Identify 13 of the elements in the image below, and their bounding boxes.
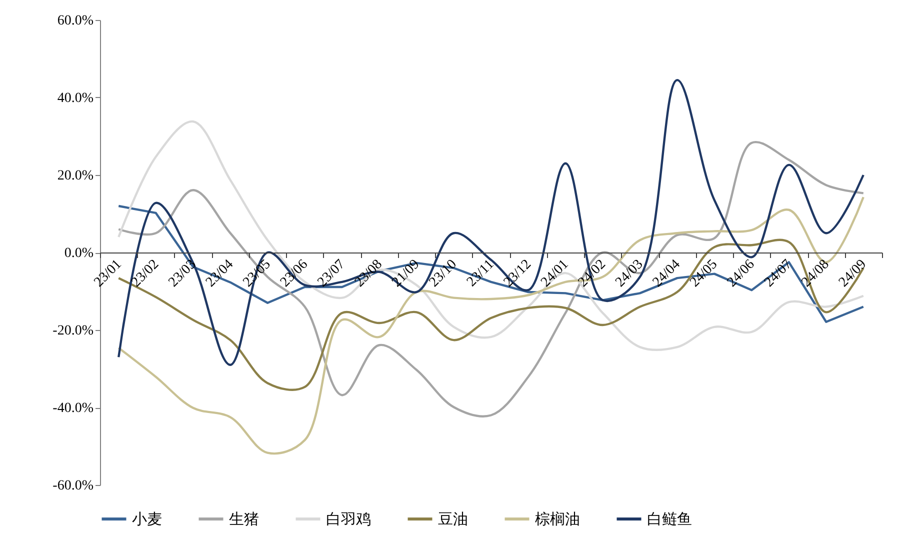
y-tick-label: -60.0% bbox=[52, 478, 94, 494]
y-tick-label: -40.0% bbox=[52, 401, 94, 416]
legend-label: 小麦 bbox=[132, 510, 162, 528]
legend-label: 白羽鸡 bbox=[326, 510, 371, 528]
legend-label: 棕榈油 bbox=[535, 510, 580, 528]
y-tick-label: 20.0% bbox=[57, 168, 94, 184]
legend-label: 豆油 bbox=[438, 510, 468, 528]
y-tick-label: 40.0% bbox=[57, 91, 94, 106]
legend-label: 白鲢鱼 bbox=[647, 510, 692, 528]
y-tick-label: 60.0% bbox=[57, 14, 94, 28]
y-tick-label: -20.0% bbox=[52, 324, 94, 338]
legend-label: 生猪 bbox=[229, 510, 259, 528]
y-tick-label: 0.0% bbox=[64, 246, 94, 261]
